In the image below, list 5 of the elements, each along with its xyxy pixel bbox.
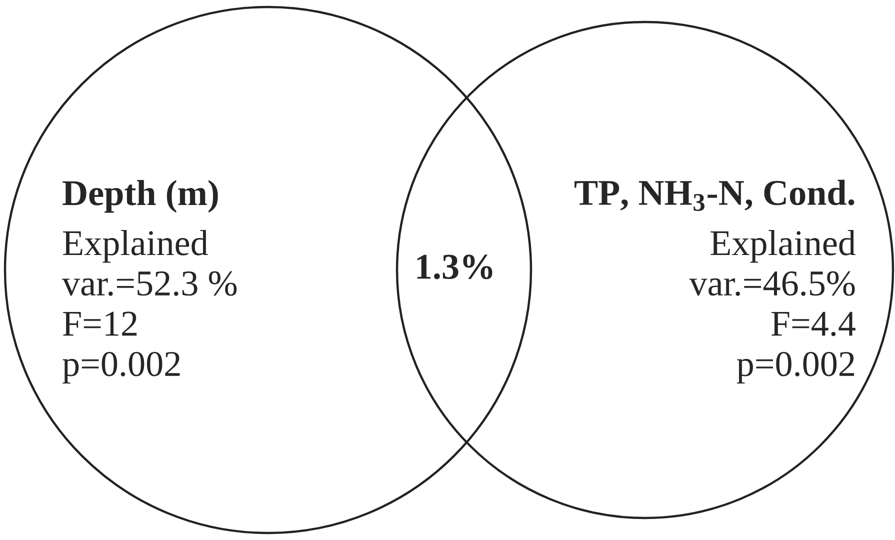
category-label: TP, NH$_{3}$-N, Cond. (574, 180, 854, 211)
data-label: Explained var.=52.3 % F=12 p=0.002 (62, 230, 237, 384)
data-label: Explained var.=46.5% F=4.4 p=0.002 (689, 230, 856, 384)
data-label: 1.3% (417, 254, 492, 280)
category-label: Depth (m) (62, 180, 218, 213)
